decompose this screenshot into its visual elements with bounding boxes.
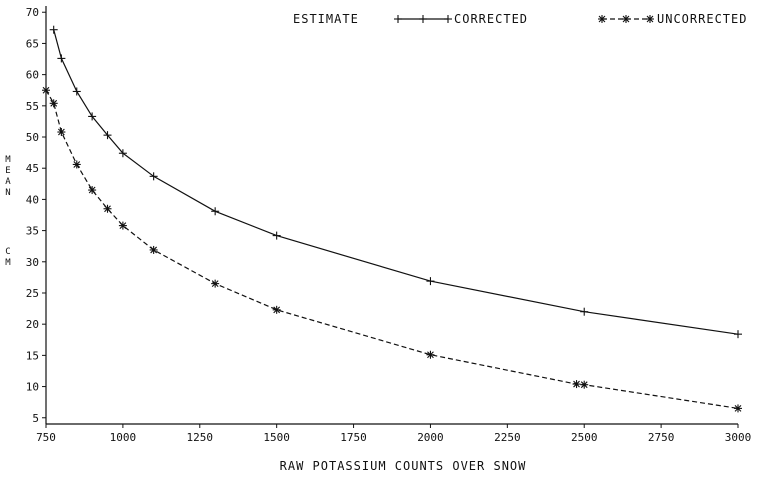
y-tick-label: 65 bbox=[26, 37, 39, 50]
star-marker bbox=[103, 204, 112, 213]
x-ticks: 750 1000 1250 1500 1750 2000 2250 2500 2750 3000 bbox=[36, 424, 751, 444]
plus-marker bbox=[419, 15, 427, 23]
y-tick-label: 40 bbox=[26, 193, 39, 206]
star-marker bbox=[57, 128, 66, 137]
star-marker bbox=[149, 245, 158, 254]
y-tick-label: 55 bbox=[26, 100, 39, 113]
y-tick-label: 25 bbox=[26, 287, 39, 300]
y-tick-label: 10 bbox=[26, 381, 39, 394]
legend-item-uncorrected: UNCORRECTED bbox=[598, 12, 747, 26]
series-corrected bbox=[49, 25, 742, 339]
legend-title: ESTIMATE bbox=[293, 12, 359, 26]
y-tick-label: 70 bbox=[26, 6, 39, 19]
plus-marker bbox=[734, 330, 742, 339]
star-marker bbox=[88, 186, 97, 195]
x-tick-label: 3000 bbox=[725, 431, 752, 444]
x-tick-label: 2750 bbox=[648, 431, 675, 444]
y-tick-label: 35 bbox=[26, 225, 39, 238]
y-ticks: 5 10 15 20 25 30 35 40 45 50 55 60 65 70 bbox=[26, 6, 46, 425]
y-tick-label: 30 bbox=[26, 256, 39, 269]
star-marker bbox=[118, 221, 127, 230]
plus-marker bbox=[580, 307, 589, 316]
plus-marker bbox=[49, 25, 58, 34]
x-tick-label: 2500 bbox=[571, 431, 598, 444]
x-tick-label: 2250 bbox=[494, 431, 521, 444]
plus-marker bbox=[272, 231, 281, 240]
legend: ESTIMATE CORRECTED UNCORRECTED bbox=[293, 12, 747, 26]
y-axis-title-letter: M bbox=[5, 258, 11, 268]
plus-marker bbox=[211, 207, 220, 216]
y-tick-label: 45 bbox=[26, 162, 39, 175]
plus-marker bbox=[426, 277, 435, 286]
x-tick-label: 2000 bbox=[417, 431, 444, 444]
x-tick-label: 1500 bbox=[263, 431, 290, 444]
y-axis-title-letter: E bbox=[5, 166, 10, 176]
star-marker bbox=[426, 350, 435, 359]
y-axis-title-letter: A bbox=[5, 177, 11, 187]
legend-label: CORRECTED bbox=[454, 12, 528, 26]
y-tick-label: 20 bbox=[26, 318, 39, 331]
plus-marker bbox=[88, 112, 97, 121]
plus-marker bbox=[72, 87, 81, 96]
x-tick-label: 1250 bbox=[187, 431, 214, 444]
y-axis-title-letter: C bbox=[5, 247, 10, 257]
legend-label: UNCORRECTED bbox=[657, 12, 747, 26]
star-marker bbox=[646, 15, 654, 23]
star-marker bbox=[49, 99, 58, 108]
x-tick-label: 750 bbox=[36, 431, 56, 444]
y-tick-label: 60 bbox=[26, 69, 39, 82]
y-axis-title-letter: M bbox=[5, 155, 11, 165]
y-tick-label: 5 bbox=[32, 412, 39, 425]
plus-marker bbox=[444, 15, 452, 23]
star-marker bbox=[572, 380, 581, 389]
star-marker bbox=[211, 279, 220, 288]
legend-item-corrected: CORRECTED bbox=[394, 12, 528, 26]
series-line bbox=[53, 29, 739, 335]
axes bbox=[45, 6, 738, 425]
plus-marker bbox=[57, 54, 66, 63]
star-marker bbox=[734, 404, 742, 413]
y-tick-label: 50 bbox=[26, 131, 39, 144]
y-tick-label: 15 bbox=[26, 349, 39, 362]
star-marker bbox=[272, 305, 281, 314]
x-tick-label: 1000 bbox=[110, 431, 137, 444]
star-marker bbox=[598, 15, 606, 23]
series-group bbox=[42, 25, 742, 413]
star-marker bbox=[42, 86, 50, 95]
x-tick-label: 1750 bbox=[340, 431, 367, 444]
x-axis-title: RAW POTASSIUM COUNTS OVER SNOW bbox=[280, 459, 527, 473]
series-uncorrected bbox=[42, 86, 742, 413]
plus-marker bbox=[394, 15, 402, 23]
star-marker bbox=[72, 160, 81, 169]
series-line bbox=[45, 89, 739, 409]
y-axis-title-letter: N bbox=[5, 188, 10, 198]
star-marker bbox=[622, 15, 630, 23]
star-marker bbox=[580, 380, 589, 389]
plus-marker bbox=[149, 172, 158, 181]
plus-marker bbox=[103, 131, 112, 140]
plus-marker bbox=[118, 149, 127, 158]
